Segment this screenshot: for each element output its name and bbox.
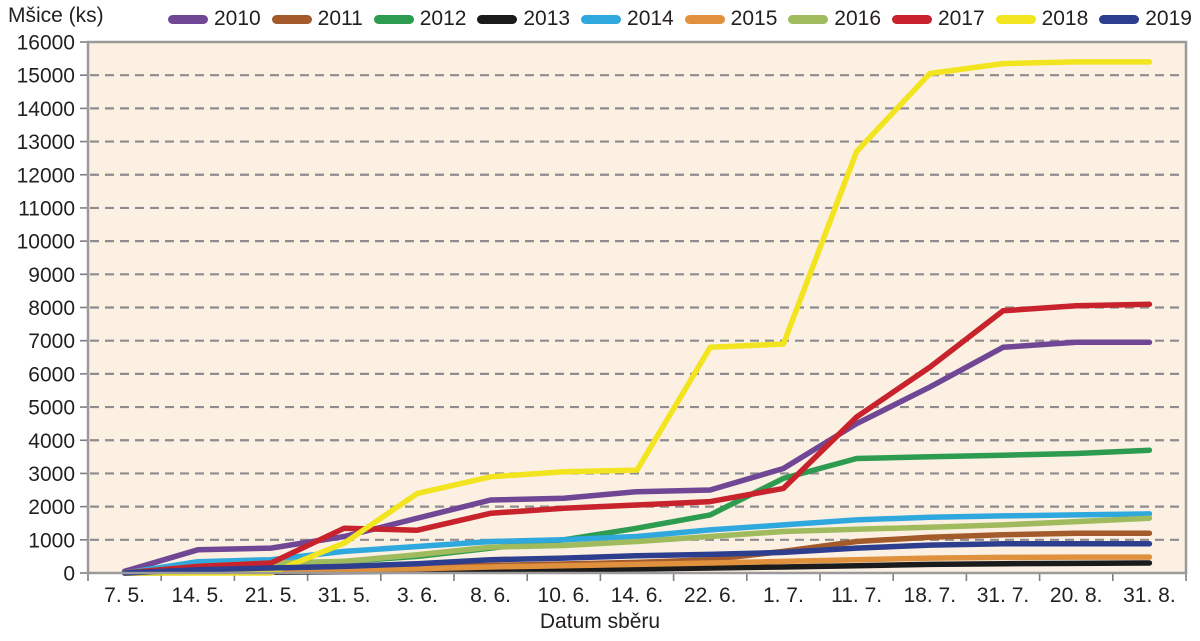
x-tick-label: 10. 6. (538, 584, 591, 607)
legend-swatch-2019 (1099, 14, 1140, 24)
legend-item-2014: 2014 (581, 7, 674, 31)
y-tick-label: 9000 (28, 264, 75, 287)
y-tick-label: 0 (63, 563, 75, 586)
y-tick-label: 3000 (28, 463, 75, 486)
y-tick-label: 13000 (17, 131, 75, 154)
legend-label: 2014 (627, 7, 674, 30)
y-tick-label: 15000 (17, 65, 75, 88)
x-axis-title: Datum sběru (539, 610, 661, 633)
x-tick-label: 21. 5. (245, 584, 298, 607)
legend-swatch-2017 (891, 14, 932, 24)
legend-label: 2015 (730, 7, 778, 30)
y-tick-label: 16000 (17, 32, 75, 55)
legend-swatch-2015 (684, 14, 725, 24)
y-tick-label: 12000 (17, 164, 75, 187)
y-axis-title: Mšice (ks) (8, 4, 104, 27)
legend-item-2010: 2010 (168, 7, 261, 31)
legend-swatch-2012 (373, 14, 414, 24)
legend-label: 2013 (523, 7, 571, 30)
y-tick-label: 4000 (28, 430, 75, 453)
legend-label: 2019 (1145, 7, 1192, 30)
legend-item-2019: 2019 (1099, 7, 1192, 31)
x-tick-label: 3. 6. (397, 584, 438, 607)
legend-label: 2012 (419, 7, 467, 30)
series-line-2010 (121, 339, 1153, 575)
legend-item-2013: 2013 (477, 7, 570, 31)
legend-label: 2010 (214, 7, 261, 30)
legend-swatch-2011 (271, 14, 312, 24)
x-tick-label: 11. 7. (831, 584, 882, 607)
y-tick-label: 10000 (17, 231, 75, 254)
y-tick-labels: 0 1000 2000 3000 4000 5000 6000 7000 8000 9000 100… (17, 32, 75, 586)
series-lines (121, 59, 1153, 576)
plot-frame (86, 40, 1188, 575)
y-tick-label: 5000 (28, 397, 75, 420)
gridlines (90, 74, 1184, 541)
legend-label: 2018 (1041, 7, 1089, 30)
y-tick-label: 6000 (28, 363, 75, 386)
legend-swatch-2014 (581, 14, 622, 24)
y-tick-label: 11000 (18, 197, 75, 220)
legend-label: 2017 (937, 7, 985, 30)
y-tick-label: 2000 (28, 496, 75, 519)
x-tick-label: 31. 8. (1123, 584, 1176, 607)
series-line-2015 (121, 554, 1153, 576)
series-line-2017 (121, 301, 1153, 576)
x-tick-label: 8. 6. (470, 584, 511, 607)
legend-item-2018: 2018 (995, 7, 1089, 31)
legend-label: 2016 (834, 7, 882, 30)
series-line-2018 (121, 59, 1153, 576)
legend-item-2016: 2016 (788, 7, 881, 31)
x-tick-label: 22. 6. (684, 584, 737, 607)
legend-swatch-2013 (477, 14, 518, 24)
series-line-2014 (121, 511, 1153, 576)
legend-item-2017: 2017 (891, 7, 985, 31)
axis-ticks (80, 41, 1187, 581)
y-tick-label: 7000 (28, 330, 75, 353)
legend-label: 2011 (317, 7, 363, 30)
y-tick-label: 1000 (28, 529, 75, 552)
x-tick-label: 7. 5. (104, 584, 145, 607)
y-tick-label: 8000 (28, 297, 75, 320)
legend-item-2011: 2011 (271, 7, 363, 31)
chart-legend: 2010 2011 2012 2013 2014 2015 2016 2017 2018 2019 (168, 6, 1192, 32)
legend-swatch-2016 (788, 14, 829, 24)
x-tick-label: 20. 8. (1050, 584, 1103, 607)
legend-swatch-2018 (995, 14, 1036, 24)
x-tick-label: 14. 6. (611, 584, 664, 607)
x-tick-label: 31. 7. (977, 584, 1030, 607)
x-tick-label: 14. 5. (172, 584, 225, 607)
series-line-2019 (121, 541, 1153, 576)
x-tick-label: 1. 7. (763, 584, 804, 607)
legend-item-2012: 2012 (373, 7, 467, 31)
y-tick-label: 14000 (17, 98, 75, 121)
legend-swatch-2010 (168, 14, 208, 24)
x-tick-label: 31. 5. (318, 584, 371, 607)
x-tick-labels: 7. 5. 14. 5. 21. 5. 31. 5. 3. 6. 8. 6. 10. 6. 1… (104, 584, 1176, 607)
legend-item-2015: 2015 (684, 7, 778, 31)
x-tick-label: 18. 7. (904, 584, 957, 607)
